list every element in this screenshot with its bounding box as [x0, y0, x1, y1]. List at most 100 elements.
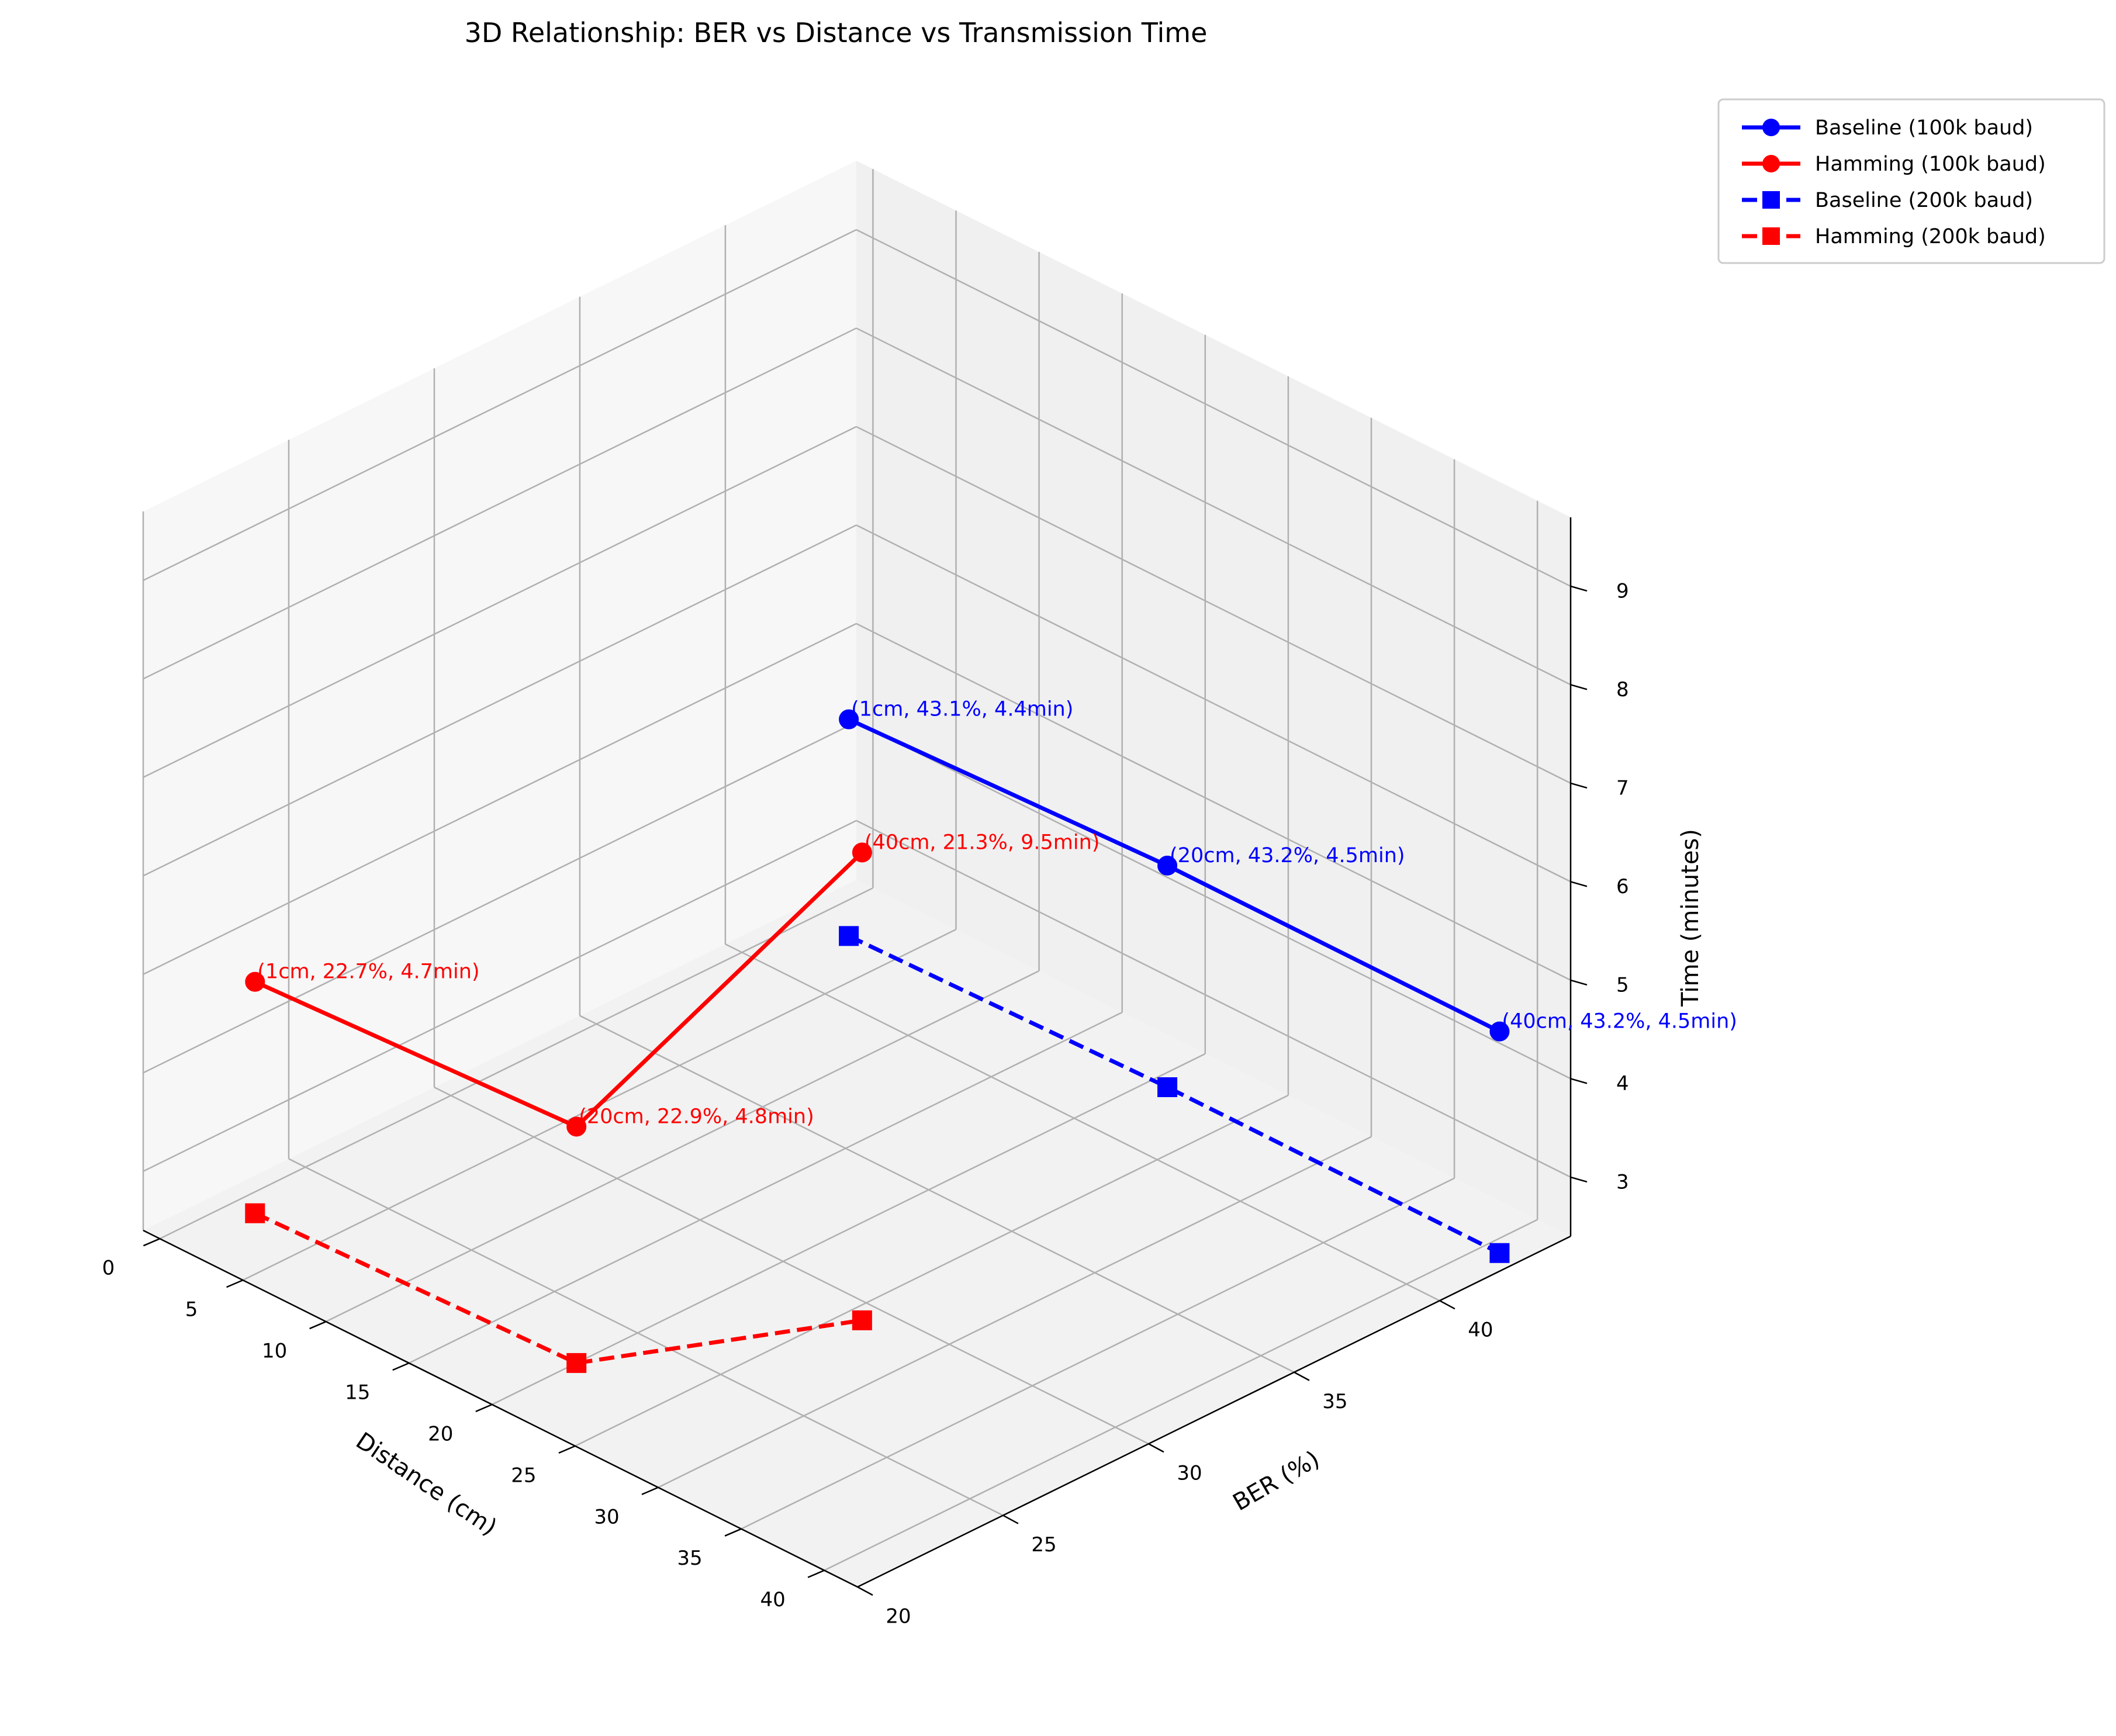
- tick-labels: 0 5 10 15 20 25 30 35 40 20 25 30 35 40 3 4 5 6 7 8 9: [102, 579, 1629, 1628]
- y-tick-label: 40: [1468, 1319, 1493, 1342]
- x-tick-mark: [807, 1569, 825, 1578]
- grid-line-x-floor: [326, 970, 1040, 1323]
- z-tick-mark: [1570, 684, 1588, 690]
- y-tick-label: 30: [1177, 1462, 1202, 1485]
- data-annotation: (1cm, 43.1%, 4.4min): [851, 698, 1073, 721]
- grid-line-y-floor: [725, 943, 1440, 1302]
- y-axis-line: [857, 1235, 1571, 1588]
- y-axis-label: BER (%): [1229, 1445, 1325, 1516]
- series-marker-1: [852, 842, 872, 863]
- grid-line-z-right: [856, 819, 1571, 1178]
- legend-item-label: Hamming (100k baud): [1815, 153, 2046, 176]
- z-tick-mark: [1570, 782, 1588, 789]
- chart-title: 3D Relationship: BER vs Distance vs Tran…: [465, 17, 1208, 49]
- series-layer: [245, 709, 1510, 1373]
- grid-line-z-left: [143, 819, 857, 1173]
- z-tick-label: 5: [1616, 973, 1629, 997]
- grid-line-y-floor: [288, 1158, 1004, 1516]
- z-tick-mark: [1570, 1078, 1588, 1084]
- grid-line-z-right: [856, 721, 1571, 1080]
- z-tick-label: 8: [1616, 678, 1629, 701]
- z-tick-mark: [1570, 979, 1588, 986]
- grid-line-y-floor: [579, 1015, 1295, 1373]
- grid-line-z-left: [143, 623, 857, 976]
- series-marker-0: [1157, 855, 1178, 876]
- grid-line-z-right: [856, 426, 1571, 784]
- series-marker-3: [245, 1203, 265, 1223]
- x-tick-label: 10: [262, 1340, 287, 1363]
- grid-line-z-left: [143, 721, 857, 1074]
- series-marker-2: [1157, 1077, 1178, 1098]
- y-tick-label: 25: [1031, 1533, 1056, 1557]
- annotations: (1cm, 43.1%, 4.4min) (20cm, 43.2%, 4.5min…: [257, 698, 1737, 1129]
- grid-line-x-floor: [741, 1177, 1455, 1530]
- grid-line-x-floor: [658, 1136, 1372, 1488]
- x-tick-mark: [143, 1238, 160, 1247]
- grid-line-z-right: [856, 327, 1571, 686]
- grid-line-x-floor: [409, 1011, 1123, 1364]
- z-tick-label: 4: [1616, 1072, 1629, 1095]
- series-marker-0: [1489, 1021, 1510, 1042]
- grid-line-z-left: [143, 426, 857, 779]
- series-marker-1: [566, 1116, 587, 1137]
- axis-panes: [143, 161, 1571, 1587]
- x-tick-mark: [309, 1320, 327, 1330]
- x-tick-mark: [724, 1528, 742, 1537]
- legend-marker: [1762, 227, 1780, 245]
- y-tick-mark: [1148, 1443, 1164, 1453]
- z-tick-label: 7: [1616, 776, 1629, 800]
- grid-line-z-left: [143, 229, 857, 582]
- y-tick-mark: [857, 1586, 873, 1596]
- axis-lines: [143, 517, 1588, 1596]
- y-tick-label: 20: [886, 1605, 911, 1628]
- y-tick-mark: [1439, 1300, 1455, 1310]
- z-tick-label: 9: [1616, 579, 1629, 603]
- x-tick-label: 35: [677, 1547, 702, 1570]
- grid-line-z-right: [856, 623, 1571, 981]
- legend-item-label: Baseline (100k baud): [1815, 116, 2033, 140]
- grid-line-x-floor: [824, 1219, 1538, 1571]
- x-axis-label: Distance (cm): [351, 1427, 502, 1541]
- grid-line-x-floor: [159, 887, 873, 1240]
- x-tick-label: 25: [511, 1464, 536, 1487]
- data-annotation: (1cm, 22.7%, 4.7min): [257, 960, 479, 984]
- z-tick-label: 6: [1616, 875, 1629, 898]
- x-tick-label: 30: [594, 1505, 619, 1528]
- y-tick-mark: [1294, 1371, 1310, 1381]
- grid-line-x-floor: [492, 1053, 1206, 1406]
- x-tick-mark: [392, 1362, 410, 1371]
- series-marker-2: [839, 926, 859, 946]
- x-tick-mark: [226, 1279, 244, 1288]
- x-tick-label: 15: [345, 1381, 370, 1404]
- grid-line-z-right: [856, 524, 1571, 883]
- legend-marker: [1762, 191, 1780, 209]
- x-tick-label: 0: [102, 1257, 115, 1280]
- x-tick-label: 40: [760, 1588, 786, 1611]
- legend: Baseline (100k baud) Hamming (100k baud) B…: [1717, 98, 2105, 264]
- floor-pane: [143, 880, 1571, 1587]
- z-tick-label: 3: [1616, 1170, 1629, 1194]
- z-axis-label: Time (minutes): [1677, 829, 1704, 1007]
- x-axis-line: [143, 1229, 858, 1588]
- grid-line-z-left: [143, 524, 857, 877]
- legend-marker: [1762, 155, 1780, 172]
- z-tick-mark: [1570, 585, 1588, 592]
- series-marker-2: [1489, 1243, 1510, 1263]
- grid-line-z-right: [856, 229, 1571, 587]
- x-tick-mark: [641, 1486, 659, 1495]
- data-annotation: (40cm, 43.2%, 4.5min): [1502, 1010, 1737, 1033]
- x-tick-label: 20: [428, 1422, 453, 1445]
- z-tick-mark: [1570, 1176, 1588, 1183]
- legend-marker: [1762, 119, 1780, 136]
- y-tick-label: 35: [1322, 1390, 1347, 1413]
- grid-line-z-left: [143, 327, 857, 680]
- series-line-3: [254, 1211, 863, 1365]
- legend-item-label: Hamming (200k baud): [1815, 225, 2046, 248]
- series-marker-0: [839, 709, 859, 729]
- series-line-2: [848, 934, 1500, 1255]
- series-marker-3: [566, 1353, 587, 1373]
- series-marker-1: [245, 971, 265, 992]
- x-tick-mark: [475, 1403, 493, 1413]
- left-pane: [143, 161, 856, 1230]
